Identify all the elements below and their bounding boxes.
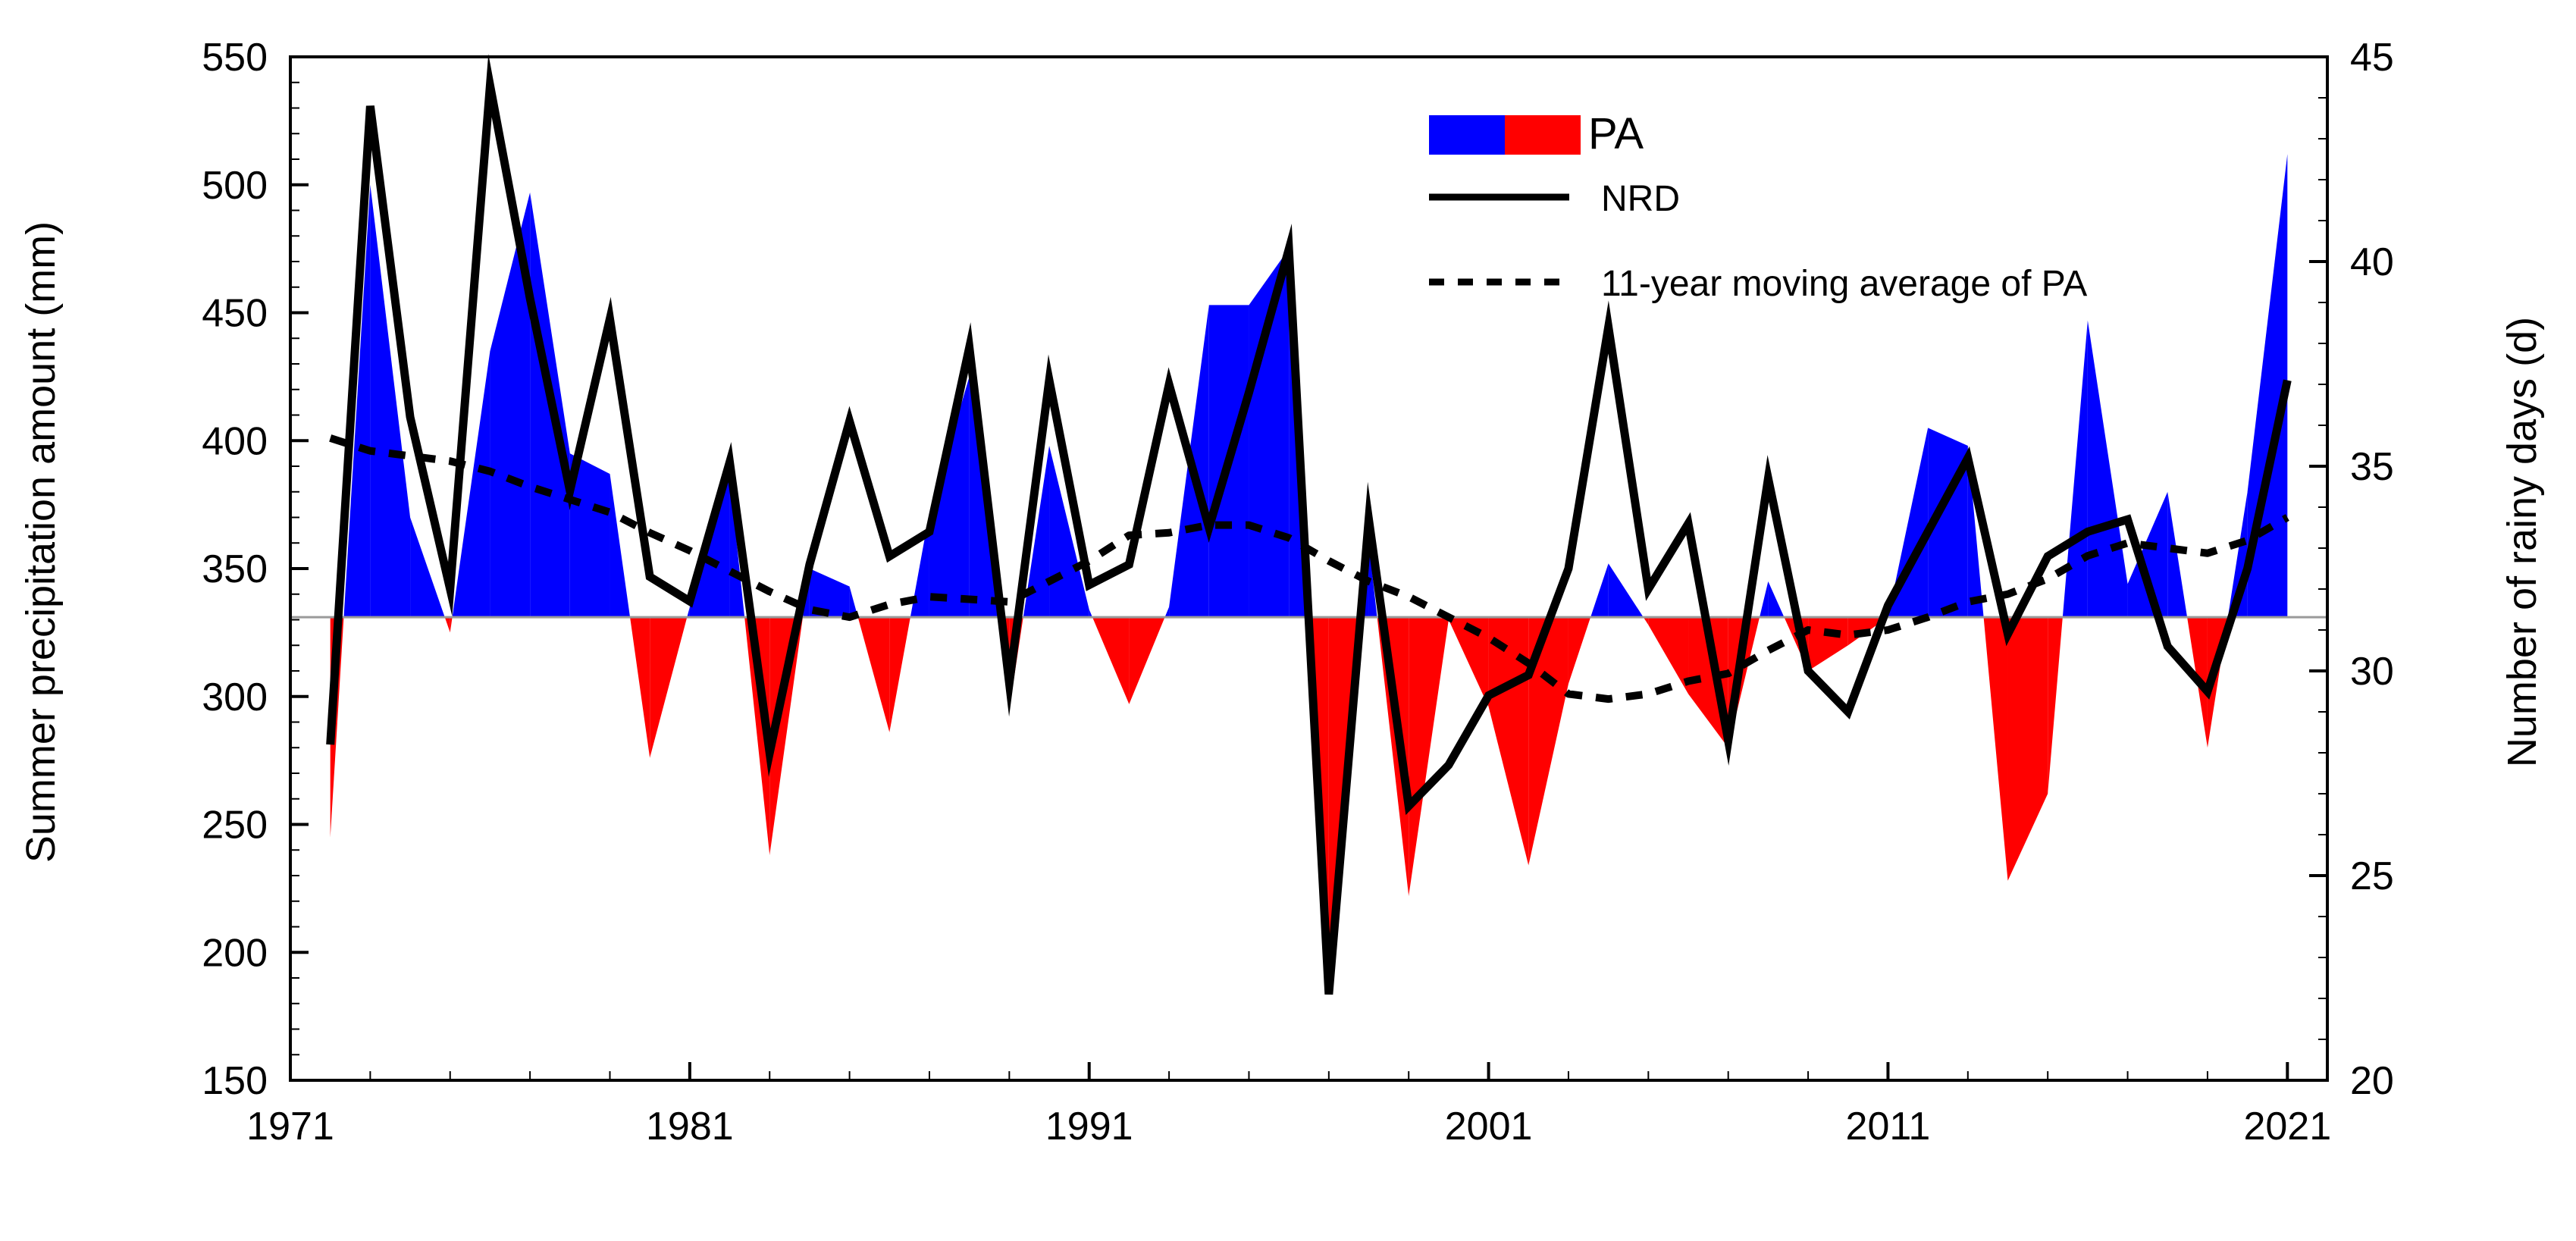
pa-positive-fill <box>1760 581 1769 618</box>
right-y-axis-title: Number of rainy days (d) <box>2499 317 2545 767</box>
pa-negative-fill <box>2007 617 2048 881</box>
pa-positive-fill <box>1590 563 1609 618</box>
pa-negative-fill <box>1409 617 1449 896</box>
right-y-tick-label: 40 <box>2350 240 2394 284</box>
left-y-tick-label: 500 <box>202 164 268 208</box>
pa-negative-fill <box>1568 617 1591 684</box>
left-y-tick-label: 450 <box>202 292 268 336</box>
pa-positive-fill <box>610 474 631 618</box>
pa-positive-fill <box>370 184 411 618</box>
pa-negative-fill <box>444 617 450 633</box>
pa-positive-fill <box>2167 491 2188 618</box>
pa-negative-fill <box>1092 617 1130 704</box>
x-tick-label: 2021 <box>2243 1105 2331 1149</box>
left-y-tick-label: 200 <box>202 931 268 975</box>
x-axis: 1971 1981 1991 2001 2011 2021 <box>246 1062 2331 1149</box>
pa-negative-fill <box>2048 617 2063 794</box>
pa-positive-fill <box>2062 320 2088 618</box>
pa-positive-fill <box>1089 610 1092 618</box>
left-y-axis-title: Summer precipitation amount (mm) <box>18 221 64 863</box>
pa-positive-fill <box>809 569 850 618</box>
pa-positive-fill <box>929 376 970 618</box>
x-tick-label: 2001 <box>1445 1105 1533 1149</box>
legend: PA NRD 11-year moving average of PA <box>1429 109 2087 304</box>
pa-positive-fill <box>490 192 531 618</box>
pa-negative-fill <box>1643 617 1649 625</box>
left-y-tick-label: 250 <box>202 804 268 848</box>
pa-positive-fill <box>1608 563 1644 618</box>
x-tick-label: 1991 <box>1045 1105 1133 1149</box>
pa-negative-fill <box>1688 617 1728 748</box>
pa-positive-fill <box>849 586 858 618</box>
legend-label-pa: PA <box>1588 109 1644 158</box>
x-tick-label: 1971 <box>246 1105 334 1149</box>
left-y-tick-label: 150 <box>202 1059 268 1103</box>
legend-label-nrd: NRD <box>1601 179 1680 219</box>
pa-negative-fill <box>1648 617 1689 694</box>
pa-positive-fill <box>1888 428 1929 618</box>
legend-swatch-pa-negative <box>1505 115 1581 155</box>
left-y-axis: 150 200 250 300 350 400 450 500 550 <box>202 36 309 1103</box>
x-tick-label: 2011 <box>1846 1105 1931 1149</box>
pa-negative-fill <box>1528 617 1568 866</box>
pa-positive-fill <box>1768 581 1785 618</box>
right-y-axis: 20 25 30 35 40 45 <box>2309 36 2394 1103</box>
pa-negative-fill <box>889 617 910 732</box>
pa-negative-fill <box>1448 617 1489 707</box>
pa-negative-fill <box>450 617 453 633</box>
pa-negative-fill <box>1728 617 1760 748</box>
pa-positive-fill <box>569 453 610 618</box>
x-tick-label: 1981 <box>646 1105 734 1149</box>
right-y-tick-label: 30 <box>2350 650 2394 694</box>
left-y-tick-label: 400 <box>202 419 268 463</box>
pa-positive-fill <box>2127 491 2168 618</box>
pa-negative-fill <box>1377 617 1409 896</box>
pa-positive-fill <box>452 351 490 618</box>
pa-positive-fill <box>687 606 690 618</box>
pa-positive-fill <box>1249 249 1290 618</box>
right-y-tick-label: 25 <box>2350 854 2394 898</box>
legend-label-moving-average: 11-year moving average of PA <box>1601 264 2087 304</box>
pa-negative-fill <box>857 617 890 732</box>
nrd-line <box>326 54 2292 995</box>
left-y-tick-label: 350 <box>202 547 268 591</box>
pa-positive-fill <box>410 517 445 618</box>
pa-negative-fill <box>1983 617 2008 881</box>
pa-positive-fill <box>1164 606 1170 618</box>
right-y-tick-label: 35 <box>2350 445 2394 489</box>
pa-positive-fill <box>343 184 371 618</box>
left-y-tick-label: 300 <box>202 675 268 719</box>
left-y-tick-label: 550 <box>202 36 268 80</box>
pa-negative-fill <box>650 617 688 758</box>
right-y-tick-label: 20 <box>2350 1059 2394 1103</box>
pa-negative-fill <box>1129 617 1165 704</box>
legend-swatch-pa-positive <box>1429 115 1505 155</box>
series-lines <box>326 54 2292 995</box>
pa-positive-fill <box>1023 446 1050 618</box>
right-y-tick-label: 45 <box>2350 36 2394 80</box>
pa-negative-fill <box>769 617 803 855</box>
pa-negative-fill <box>630 617 650 758</box>
